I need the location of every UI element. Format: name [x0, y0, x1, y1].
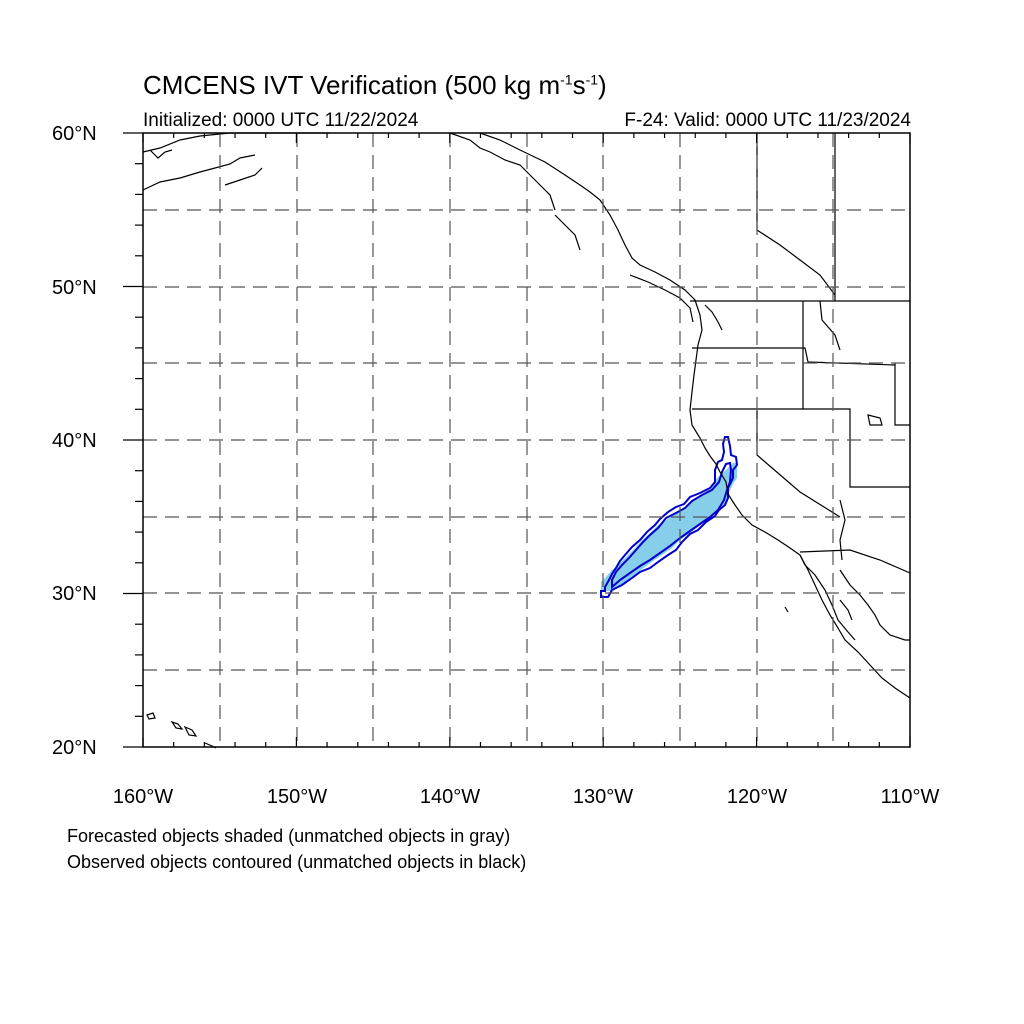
lat-label-50: 50°N [52, 277, 97, 299]
lat-label-20: 20°N [52, 737, 97, 759]
note-observed: Observed objects contoured (unmatched ob… [67, 852, 527, 872]
valid-label: F-24: Valid: 0000 UTC 11/23/2024 [624, 110, 911, 131]
lat-label-60: 60°N [52, 123, 97, 145]
lon-label-160w: 160°W [112, 786, 174, 808]
lon-label-130w: 130°W [572, 786, 634, 808]
axis-ticks [123, 132, 911, 748]
lon-label-150w: 150°W [266, 786, 328, 808]
chart-title: CMCENS IVT Verification (500 kg m-1s-1) [143, 70, 607, 100]
note-forecast: Forecasted objects shaded (unmatched obj… [67, 826, 511, 846]
lon-label-140w: 140°W [419, 786, 481, 808]
lon-label-110w: 110°W [880, 786, 940, 808]
initialized-label: Initialized: 0000 UTC 11/22/2024 [143, 110, 419, 131]
graticule [143, 133, 910, 747]
lon-label-120w: 120°W [726, 786, 788, 808]
lat-label-30: 30°N [52, 583, 97, 605]
lat-label-40: 40°N [52, 430, 97, 452]
observed-object-contour [600, 436, 739, 598]
forecast-object [601, 463, 737, 591]
